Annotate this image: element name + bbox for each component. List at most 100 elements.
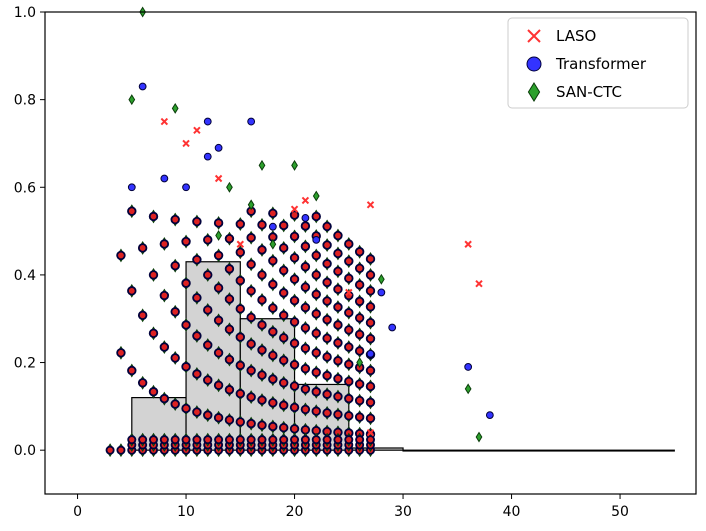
dense-point-laso-16 xyxy=(290,424,299,433)
dense-point-laso-122 xyxy=(312,329,321,338)
dense-point-laso-79 xyxy=(236,333,245,342)
dense-point-laso-129 xyxy=(225,234,234,243)
dense-point-laso-185 xyxy=(366,271,375,279)
y-tick-label: 0.6 xyxy=(14,180,36,196)
dense-point-laso-65 xyxy=(312,387,321,396)
dense-point-laso-37 xyxy=(258,396,266,405)
dense-point-laso-27 xyxy=(149,329,158,338)
dense-point-laso-7 xyxy=(193,408,201,416)
dense-point-laso-48 xyxy=(127,207,136,216)
dense-point-laso-183 xyxy=(344,257,353,266)
laso-point-10 xyxy=(214,174,223,183)
dense-point-laso-86 xyxy=(312,368,321,377)
dense-point-laso-25 xyxy=(127,286,136,295)
legend-box xyxy=(507,17,689,109)
dense-point-laso-199 xyxy=(138,435,147,444)
laso-point-2 xyxy=(193,126,201,135)
dense-point-laso-28 xyxy=(160,343,169,351)
dense-point-laso-121 xyxy=(301,323,310,332)
dense-point-laso-223 xyxy=(225,435,234,444)
dense-point-laso-181 xyxy=(323,241,332,249)
dense-point-laso-88 xyxy=(334,374,342,383)
dense-point-laso-160 xyxy=(290,253,299,262)
transformer-point-13 xyxy=(485,411,494,420)
dense-point-laso-142 xyxy=(366,334,375,343)
dense-point-laso-58 xyxy=(236,361,245,370)
dense-point-laso-17 xyxy=(301,425,310,434)
dense-point-laso-92 xyxy=(171,215,180,224)
dense-point-laso-247 xyxy=(312,435,320,444)
dense-point-laso-83 xyxy=(279,356,288,365)
dense-point-laso-139 xyxy=(334,321,342,329)
dense-point-laso-173 xyxy=(323,259,332,268)
dense-point-laso-191 xyxy=(366,255,375,263)
dense-point-laso-110 xyxy=(366,366,375,375)
histogram-layer xyxy=(131,261,675,452)
dense-point-laso-82 xyxy=(268,351,277,360)
dense-point-laso-93 xyxy=(182,237,190,246)
dense-point-laso-24 xyxy=(117,251,125,260)
dense-point-laso-69 xyxy=(355,396,364,405)
dense-point-laso-124 xyxy=(334,338,342,347)
dense-point-laso-147 xyxy=(279,266,288,275)
dense-point-laso-40 xyxy=(290,403,299,412)
dense-point-laso-137 xyxy=(312,309,321,318)
dense-point-laso-38 xyxy=(268,398,277,407)
x-tick-label: 30 xyxy=(394,504,412,520)
dense-point-laso-164 xyxy=(334,285,342,294)
dense-point-laso-108 xyxy=(344,360,353,369)
dense-point-laso-133 xyxy=(268,280,277,289)
san-ctc-point-9 xyxy=(356,357,364,368)
dense-point-laso-112 xyxy=(203,235,212,244)
dense-point-laso-152 xyxy=(334,303,342,312)
laso-point-1 xyxy=(182,139,190,148)
dense-point-laso-163 xyxy=(323,278,332,287)
dense-point-laso-241 xyxy=(290,435,299,444)
dense-point-laso-34 xyxy=(225,385,234,394)
legend: LASO Transformer SAN-CTC xyxy=(507,17,689,109)
y-tick-label: 0.0 xyxy=(14,443,36,459)
dense-point-laso-98 xyxy=(236,304,245,313)
dense-point-laso-5 xyxy=(171,400,180,408)
dense-point-laso-211 xyxy=(182,435,190,444)
dense-point-laso-97 xyxy=(225,295,234,303)
dense-point-laso-45 xyxy=(344,411,353,420)
dense-point-laso-75 xyxy=(193,293,201,302)
transformer-point-14 xyxy=(182,183,190,192)
dense-point-laso-14 xyxy=(268,422,277,431)
dense-point-laso-192 xyxy=(106,446,114,454)
dense-point-laso-146 xyxy=(268,256,277,265)
legend-marker-transformer xyxy=(526,56,542,72)
dense-point-laso-166 xyxy=(355,297,364,306)
dense-point-laso-32 xyxy=(203,376,212,384)
dense-point-laso-202 xyxy=(149,435,158,444)
dense-point-laso-117 xyxy=(258,296,266,304)
dense-point-laso-57 xyxy=(225,355,234,364)
histogram-bar-5 xyxy=(402,449,675,452)
dense-point-laso-62 xyxy=(279,378,288,387)
dense-point-laso-229 xyxy=(247,435,255,444)
transformer-point-0 xyxy=(127,183,136,192)
dense-point-laso-4 xyxy=(160,394,169,403)
dense-point-laso-0 xyxy=(117,348,125,357)
dense-point-laso-30 xyxy=(182,362,190,371)
dense-point-laso-136 xyxy=(301,303,310,312)
dense-point-laso-140 xyxy=(344,325,353,334)
dense-point-laso-238 xyxy=(280,435,288,444)
dense-point-laso-29 xyxy=(171,354,180,362)
x-axis: 0 10 20 30 40 50 xyxy=(73,494,629,520)
dense-point-laso-135 xyxy=(290,296,299,305)
dense-point-laso-130 xyxy=(236,248,245,257)
dense-point-laso-262 xyxy=(366,435,375,444)
dense-point-laso-190 xyxy=(355,247,364,256)
dense-point-laso-235 xyxy=(269,435,277,444)
dense-point-laso-144 xyxy=(247,233,256,242)
dense-point-laso-49 xyxy=(138,244,147,252)
y-tick-label: 0.4 xyxy=(14,268,36,284)
dense-point-laso-15 xyxy=(279,423,288,432)
legend-label: Transformer xyxy=(555,55,647,73)
san-ctc-point-10 xyxy=(464,383,472,395)
dense-point-laso-250 xyxy=(323,435,331,444)
dense-point-laso-193 xyxy=(117,446,125,454)
